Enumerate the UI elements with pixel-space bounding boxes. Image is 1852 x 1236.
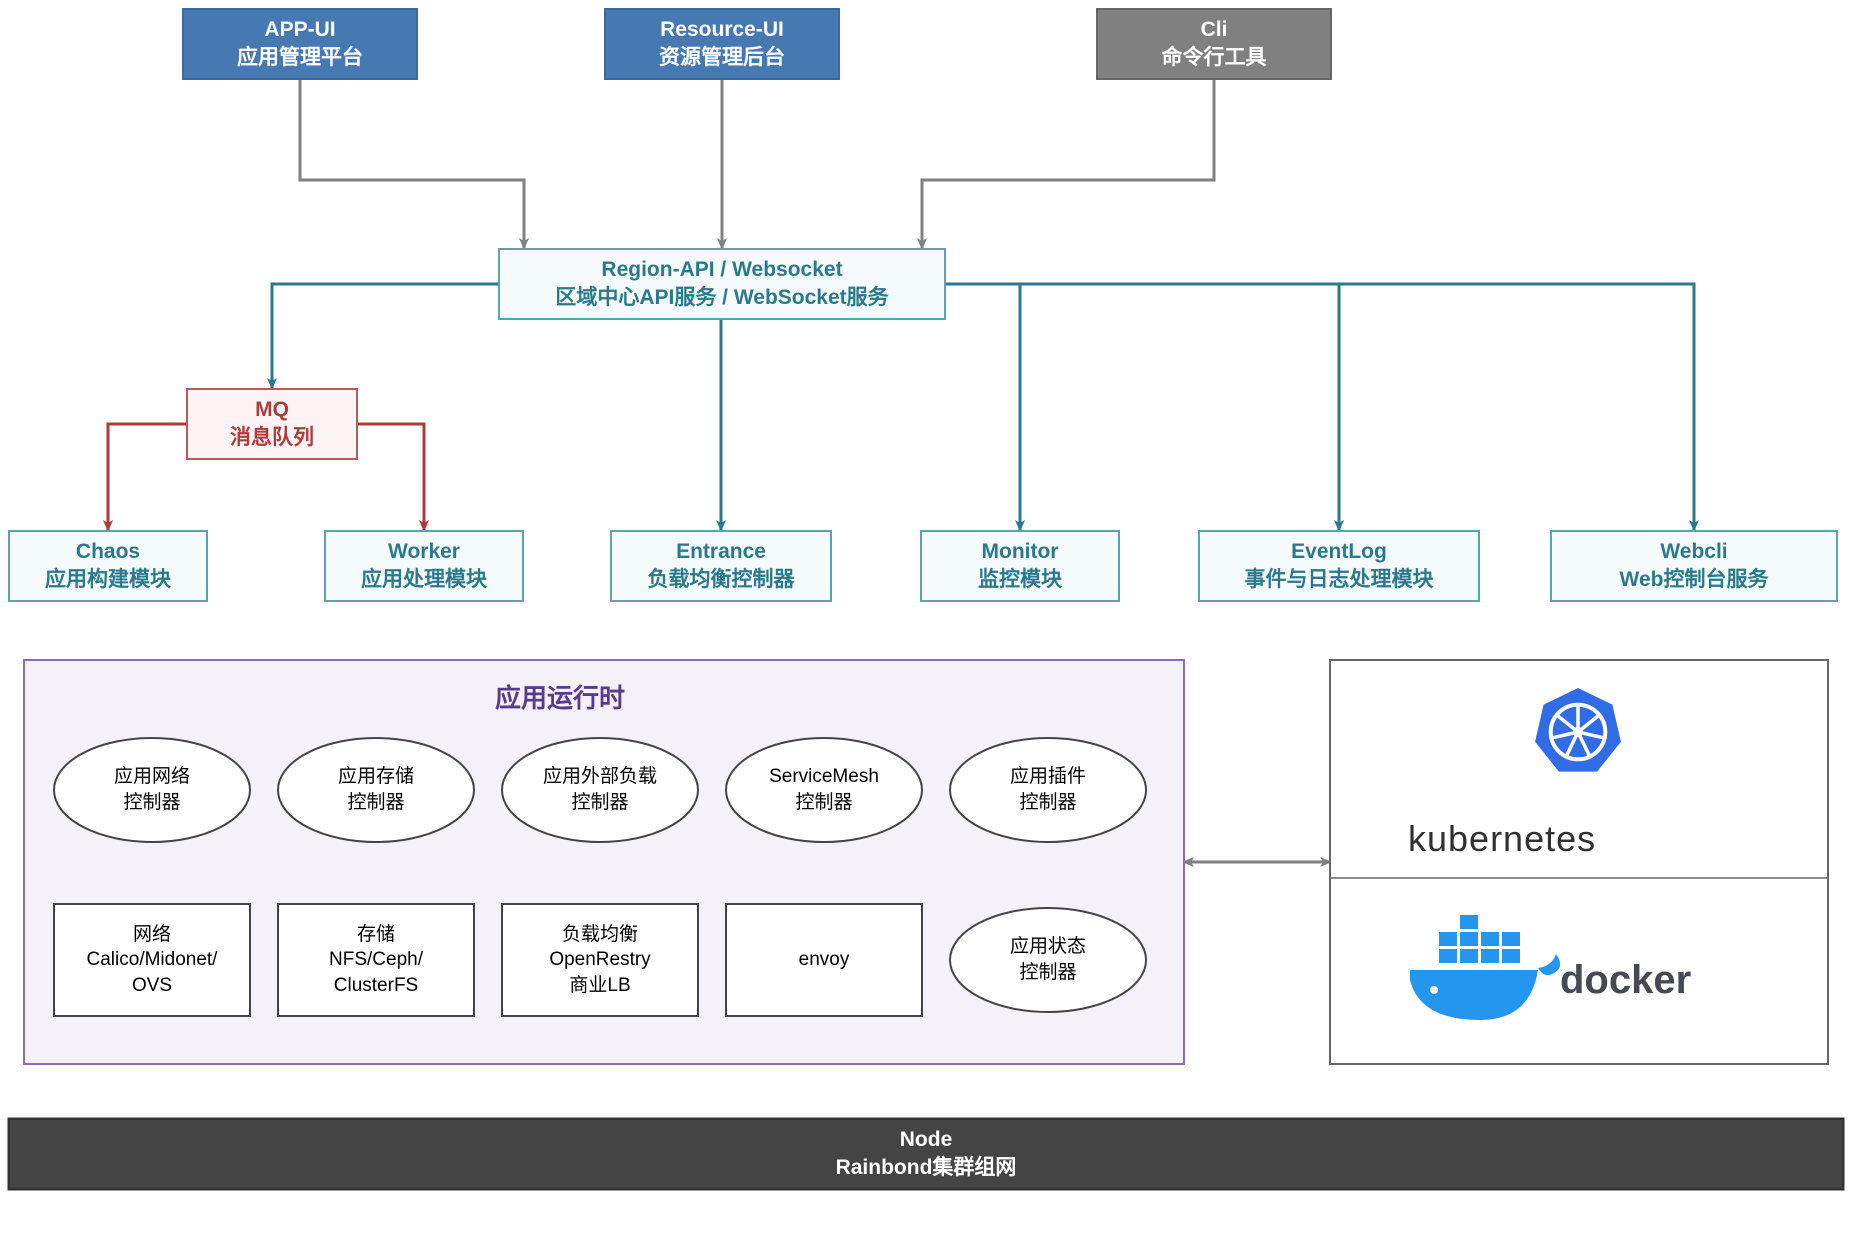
eventlog-line: EventLog bbox=[1291, 538, 1387, 566]
smallbox-label-sb2: 存储NFS/Ceph/ClusterFS bbox=[278, 904, 474, 1016]
app_ui-line: APP-UI bbox=[264, 16, 335, 44]
monitor-box: Monitor监控模块 bbox=[920, 530, 1120, 602]
region-line: Region-API / Websocket bbox=[601, 256, 842, 284]
region-line: 区域中心API服务 / WebSocket服务 bbox=[555, 284, 888, 312]
smallbox-line: OVS bbox=[132, 973, 172, 999]
mq-line: MQ bbox=[255, 396, 289, 424]
edge bbox=[358, 424, 424, 530]
smallbox-line: 存储 bbox=[357, 922, 395, 948]
edge bbox=[946, 284, 1694, 530]
smallbox-label-sb4: envoy bbox=[726, 904, 922, 1016]
eventlog-box: EventLog事件与日志处理模块 bbox=[1198, 530, 1480, 602]
entrance-line: 负载均衡控制器 bbox=[648, 566, 795, 594]
edge bbox=[946, 284, 1020, 530]
app_ui-box: APP-UI应用管理平台 bbox=[182, 8, 418, 80]
runtime-ellipse-e4 bbox=[726, 738, 922, 842]
runtime-ellipse-e2 bbox=[278, 738, 474, 842]
node_bar-box: NodeRainbond集群组网 bbox=[8, 1118, 1844, 1190]
smallbox-line: ClusterFS bbox=[334, 973, 418, 999]
worker-line: Worker bbox=[388, 538, 460, 566]
node_bar-line: Node bbox=[900, 1126, 953, 1154]
chaos-line: 应用构建模块 bbox=[45, 566, 171, 594]
webcli-line: Web控制台服务 bbox=[1620, 566, 1769, 594]
smallbox-line: 商业LB bbox=[569, 973, 630, 999]
runtime-ellipse-e6 bbox=[950, 908, 1146, 1012]
runtime-title: 应用运行时 bbox=[495, 678, 625, 715]
edge bbox=[108, 424, 186, 530]
worker-box: Worker应用处理模块 bbox=[324, 530, 524, 602]
webcli-box: WebcliWeb控制台服务 bbox=[1550, 530, 1838, 602]
res_ui-line: 资源管理后台 bbox=[659, 44, 785, 72]
node_bar-line: Rainbond集群组网 bbox=[836, 1154, 1017, 1182]
edge bbox=[300, 80, 524, 248]
smallbox-line: NFS/Ceph/ bbox=[329, 947, 423, 973]
edge bbox=[922, 80, 1214, 248]
worker-line: 应用处理模块 bbox=[361, 566, 487, 594]
mq-box: MQ消息队列 bbox=[186, 388, 358, 460]
chaos-line: Chaos bbox=[76, 538, 140, 566]
webcli-line: Webcli bbox=[1660, 538, 1727, 566]
smallbox-line: 负载均衡 bbox=[562, 922, 638, 948]
edge bbox=[272, 284, 498, 388]
docker-label: docker bbox=[1560, 958, 1691, 1003]
region-box: Region-API / Websocket区域中心API服务 / WebSoc… bbox=[498, 248, 946, 320]
runtime-ellipse-e5 bbox=[950, 738, 1146, 842]
cli-line: 命令行工具 bbox=[1162, 44, 1267, 72]
smallbox-line: Calico/Midonet/ bbox=[87, 947, 218, 973]
app_ui-line: 应用管理平台 bbox=[237, 44, 363, 72]
eventlog-line: 事件与日志处理模块 bbox=[1245, 566, 1434, 594]
smallbox-label-sb3: 负载均衡OpenRestry商业LB bbox=[502, 904, 698, 1016]
monitor-line: Monitor bbox=[982, 538, 1059, 566]
mq-line: 消息队列 bbox=[230, 424, 314, 452]
smallbox-label-sb1: 网络Calico/Midonet/OVS bbox=[54, 904, 250, 1016]
edge bbox=[946, 284, 1339, 530]
entrance-line: Entrance bbox=[676, 538, 766, 566]
smallbox-line: envoy bbox=[799, 947, 850, 973]
smallbox-line: OpenRestry bbox=[549, 947, 650, 973]
res_ui-line: Resource-UI bbox=[660, 16, 784, 44]
monitor-line: 监控模块 bbox=[978, 566, 1062, 594]
runtime-ellipse-e1 bbox=[54, 738, 250, 842]
entrance-box: Entrance负载均衡控制器 bbox=[610, 530, 832, 602]
kubernetes-label: kubernetes bbox=[1408, 818, 1596, 860]
cli-line: Cli bbox=[1201, 16, 1228, 44]
res_ui-box: Resource-UI资源管理后台 bbox=[604, 8, 840, 80]
runtime-ellipse-e3 bbox=[502, 738, 698, 842]
chaos-box: Chaos应用构建模块 bbox=[8, 530, 208, 602]
smallbox-line: 网络 bbox=[133, 922, 171, 948]
cli-box: Cli命令行工具 bbox=[1096, 8, 1332, 80]
